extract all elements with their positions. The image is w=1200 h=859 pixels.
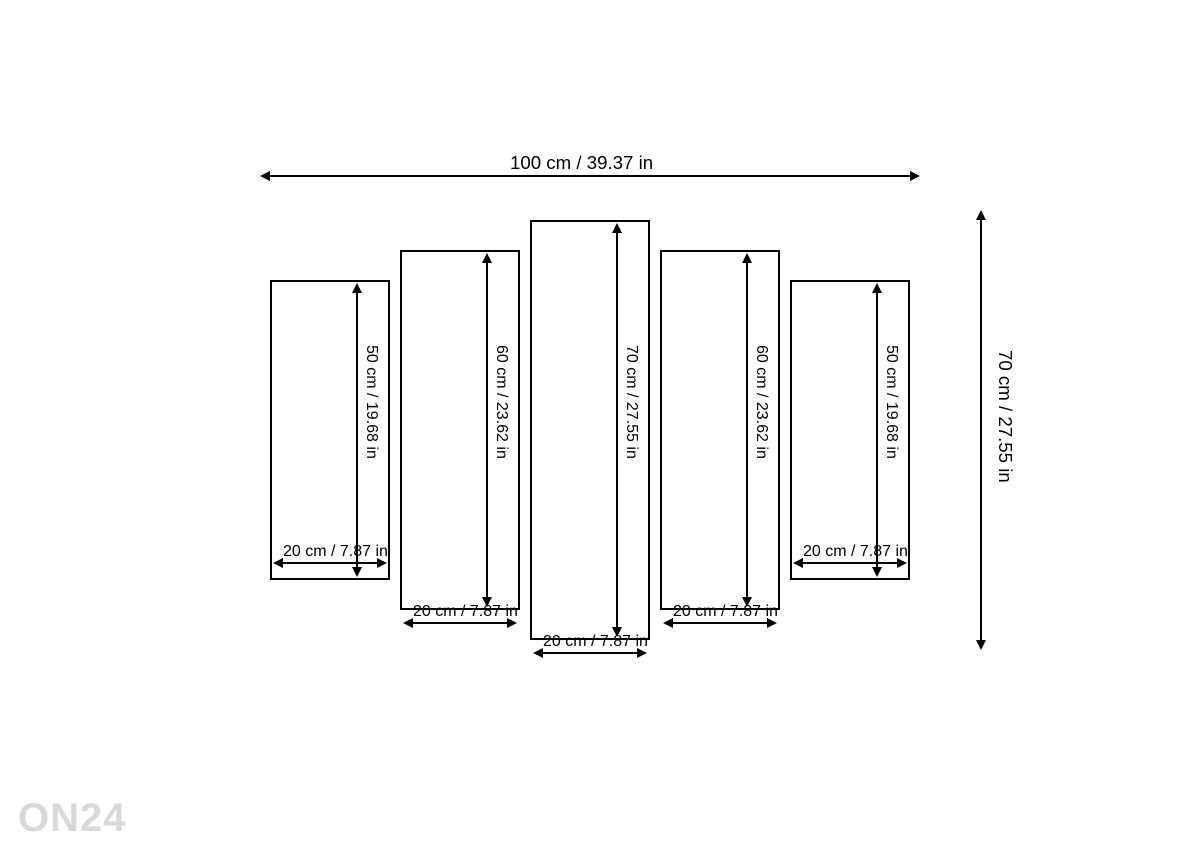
panel-4-height-line: [746, 260, 748, 600]
panel-2-width-arrow-left: [403, 618, 413, 628]
diagram-stage: 100 cm / 39.37 in 70 cm / 27.55 in 50 cm…: [0, 0, 1200, 859]
watermark: ON24: [18, 796, 127, 841]
panel-1-height-arrow-down: [352, 567, 362, 577]
overall-width-line: [270, 175, 910, 177]
overall-height-line: [980, 220, 982, 640]
panel-4-width-arrow-left: [663, 618, 673, 628]
panel-5-width-arrow-left: [793, 558, 803, 568]
panel-4-height-label: 60 cm / 23.62 in: [752, 345, 770, 459]
panel-3-width-arrow-left: [533, 648, 543, 658]
panel-3-height-line: [616, 230, 618, 630]
overall-height-arrow-down: [976, 640, 986, 650]
panel-4-width-label: 20 cm / 7.87 in: [673, 603, 778, 621]
overall-width-arrow-right: [910, 171, 920, 181]
panel-5-width-line: [800, 562, 900, 564]
panel-2-height-arrow-up: [482, 253, 492, 263]
panel-3-height-arrow-up: [612, 223, 622, 233]
panel-4-height-arrow-up: [742, 253, 752, 263]
panel-1-height-label: 50 cm / 19.68 in: [362, 345, 380, 459]
panel-1-width-label: 20 cm / 7.87 in: [283, 543, 388, 561]
panel-1-width-arrow-left: [273, 558, 283, 568]
overall-height-arrow-up: [976, 210, 986, 220]
panel-5-height-label: 50 cm / 19.68 in: [882, 345, 900, 459]
panel-5-height-line: [876, 290, 878, 570]
panel-4-width-line: [670, 622, 770, 624]
panel-1-height-arrow-up: [352, 283, 362, 293]
overall-height-label: 70 cm / 27.55 in: [994, 350, 1016, 483]
panel-2-height-label: 60 cm / 23.62 in: [492, 345, 510, 459]
panel-5-height-arrow-up: [872, 283, 882, 293]
panel-3-height-label: 70 cm / 27.55 in: [622, 345, 640, 459]
panel-2-width-line: [410, 622, 510, 624]
panel-3-width-line: [540, 652, 640, 654]
panel-2-height-line: [486, 260, 488, 600]
panel-5-height-arrow-down: [872, 567, 882, 577]
panel-1-width-line: [280, 562, 380, 564]
panel-1-height-line: [356, 290, 358, 570]
overall-width-arrow-left: [260, 171, 270, 181]
overall-width-label: 100 cm / 39.37 in: [510, 152, 653, 174]
panel-5-width-label: 20 cm / 7.87 in: [803, 543, 908, 561]
panel-2-width-label: 20 cm / 7.87 in: [413, 603, 518, 621]
panel-3-width-label: 20 cm / 7.87 in: [543, 633, 648, 651]
